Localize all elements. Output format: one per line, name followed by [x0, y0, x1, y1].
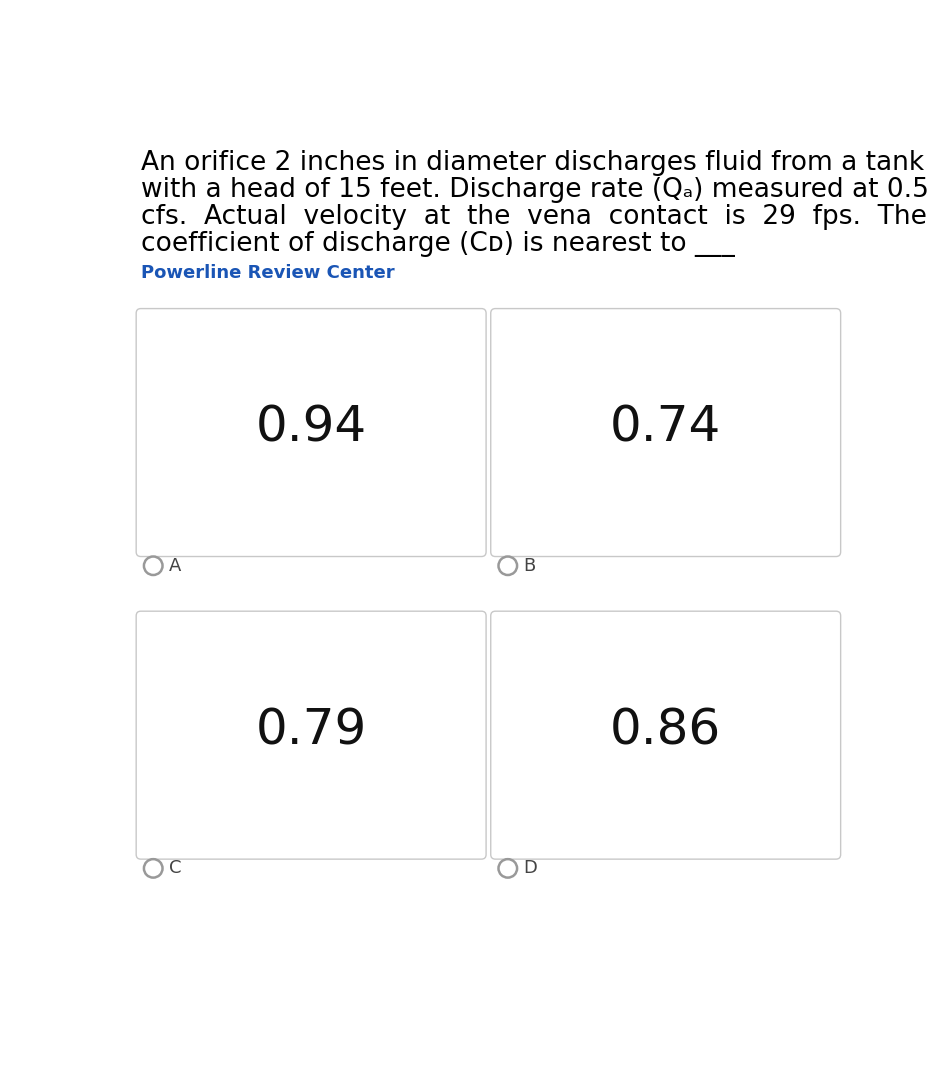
Text: B: B: [523, 556, 535, 575]
Text: coefficient of discharge (Cᴅ) is nearest to ___: coefficient of discharge (Cᴅ) is nearest…: [141, 231, 734, 257]
Text: cfs.  Actual  velocity  at  the  vena  contact  is  29  fps.  The: cfs. Actual velocity at the vena contact…: [141, 204, 925, 230]
Text: 0.79: 0.79: [255, 706, 367, 754]
Text: A: A: [169, 556, 181, 575]
FancyBboxPatch shape: [136, 308, 486, 556]
Text: An orifice 2 inches in diameter discharges fluid from a tank: An orifice 2 inches in diameter discharg…: [141, 150, 923, 175]
Text: 0.94: 0.94: [255, 403, 367, 452]
FancyBboxPatch shape: [490, 611, 840, 859]
FancyBboxPatch shape: [490, 308, 840, 556]
Circle shape: [498, 859, 517, 877]
Circle shape: [498, 556, 517, 575]
Text: with a head of 15 feet. Discharge rate (Qₐ) measured at 0.5: with a head of 15 feet. Discharge rate (…: [141, 177, 928, 203]
FancyBboxPatch shape: [136, 611, 486, 859]
Circle shape: [144, 556, 163, 575]
Text: Powerline Review Center: Powerline Review Center: [141, 264, 394, 281]
Circle shape: [144, 859, 163, 877]
Text: 0.86: 0.86: [609, 706, 721, 754]
Text: 0.74: 0.74: [609, 403, 721, 452]
Text: D: D: [523, 859, 537, 877]
Text: C: C: [169, 859, 181, 877]
